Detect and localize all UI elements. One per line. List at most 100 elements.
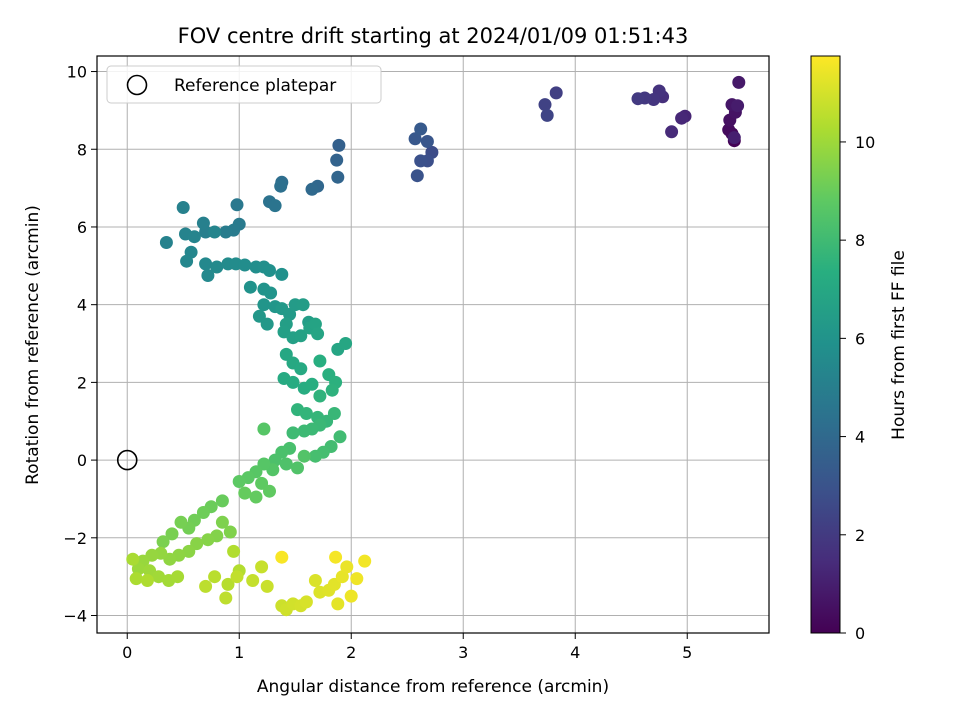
data-point xyxy=(196,216,210,230)
y-tick-label: 0 xyxy=(77,451,87,470)
data-point xyxy=(129,572,143,586)
data-point xyxy=(731,99,745,113)
data-point xyxy=(727,131,741,145)
data-point xyxy=(333,430,347,444)
data-point xyxy=(246,574,260,587)
y-tick-label: −4 xyxy=(63,607,87,626)
y-tick-label: 8 xyxy=(77,140,87,159)
x-tick-label: 4 xyxy=(570,643,580,662)
data-point xyxy=(174,515,188,529)
data-point xyxy=(344,589,358,603)
data-point xyxy=(408,132,422,146)
data-point xyxy=(238,258,252,272)
data-point xyxy=(327,407,341,420)
data-point xyxy=(232,475,246,488)
y-tick-label: 10 xyxy=(67,63,87,82)
data-point xyxy=(414,122,428,136)
data-point xyxy=(238,486,252,500)
data-point xyxy=(305,182,319,196)
data-point xyxy=(255,476,269,490)
data-point xyxy=(257,457,271,471)
data-point xyxy=(308,574,322,587)
data-point xyxy=(732,75,746,89)
data-point xyxy=(264,286,278,300)
x-tick-label: 5 xyxy=(682,643,692,662)
colorbar-tick-label: 10 xyxy=(855,133,875,152)
data-point xyxy=(350,572,364,586)
data-point xyxy=(126,552,140,566)
data-point xyxy=(159,236,173,249)
plot-frame xyxy=(96,55,770,634)
colorbar-label: Hours from first FF file xyxy=(889,250,909,440)
chart-title: FOV centre drift starting at 2024/01/09 … xyxy=(178,24,689,48)
data-point xyxy=(263,484,276,498)
data-point xyxy=(675,111,689,125)
data-point xyxy=(311,327,325,341)
data-point xyxy=(260,579,274,593)
data-point xyxy=(199,579,213,593)
data-point xyxy=(325,383,339,397)
data-point xyxy=(297,449,311,463)
data-point xyxy=(243,280,257,294)
data-point xyxy=(152,570,166,584)
y-tick-label: 6 xyxy=(77,218,87,237)
y-tick-label: −2 xyxy=(63,529,87,548)
data-point xyxy=(208,570,222,584)
colorbar-tick-label: 0 xyxy=(855,624,865,643)
data-point xyxy=(286,375,300,389)
data-point xyxy=(187,230,201,244)
data-point xyxy=(308,317,322,331)
data-point xyxy=(299,595,313,609)
y-tick-label: 4 xyxy=(77,296,87,315)
data-point xyxy=(340,560,354,574)
data-point xyxy=(257,298,271,312)
data-point xyxy=(275,267,289,281)
data-point xyxy=(263,264,276,277)
data-point xyxy=(156,535,170,549)
colorbar-tick-label: 2 xyxy=(855,526,865,545)
data-point xyxy=(291,461,304,475)
data-point xyxy=(210,260,224,274)
data-point xyxy=(249,490,263,504)
data-point xyxy=(140,574,154,587)
data-point xyxy=(255,560,269,574)
data-point xyxy=(410,169,424,183)
data-point xyxy=(165,527,179,541)
data-point xyxy=(268,199,282,213)
y-axis-label: Rotation from reference (arcmin) xyxy=(23,205,43,485)
x-tick-label: 2 xyxy=(346,643,356,662)
data-point xyxy=(313,354,327,368)
data-point xyxy=(279,457,293,471)
data-point xyxy=(420,135,434,148)
legend-marker-icon xyxy=(126,74,148,96)
y-tick-label: 2 xyxy=(77,373,87,392)
data-point xyxy=(296,298,310,312)
data-point xyxy=(199,257,213,271)
data-point xyxy=(305,377,319,391)
data-point xyxy=(215,494,229,508)
data-point xyxy=(286,426,300,440)
x-axis-ticks: 0 1 2 3 4 5 xyxy=(122,633,692,662)
x-tick-label: 0 xyxy=(122,643,132,662)
data-point xyxy=(294,362,308,376)
data-point xyxy=(330,153,344,167)
colorbar: 0 2 4 6 8 10 Hours from first FF file xyxy=(810,55,909,643)
data-point xyxy=(201,533,215,547)
x-tick-label: 3 xyxy=(458,643,468,662)
data-point xyxy=(631,92,645,106)
data-point xyxy=(182,544,196,558)
data-point xyxy=(227,544,241,558)
colorbar-gradient xyxy=(810,55,841,634)
data-point xyxy=(549,86,563,100)
data-point xyxy=(313,389,327,403)
colorbar-tick-label: 8 xyxy=(855,231,865,250)
colorbar-tick-label: 6 xyxy=(855,329,865,348)
x-axis-label: Angular distance from reference (arcmin) xyxy=(257,677,609,697)
data-point xyxy=(540,108,554,122)
data-point xyxy=(219,591,233,605)
colorbar-ticks: 0 2 4 6 8 10 xyxy=(840,133,875,643)
x-tick-label: 1 xyxy=(234,643,244,662)
data-point xyxy=(294,329,308,343)
data-point xyxy=(257,422,271,436)
